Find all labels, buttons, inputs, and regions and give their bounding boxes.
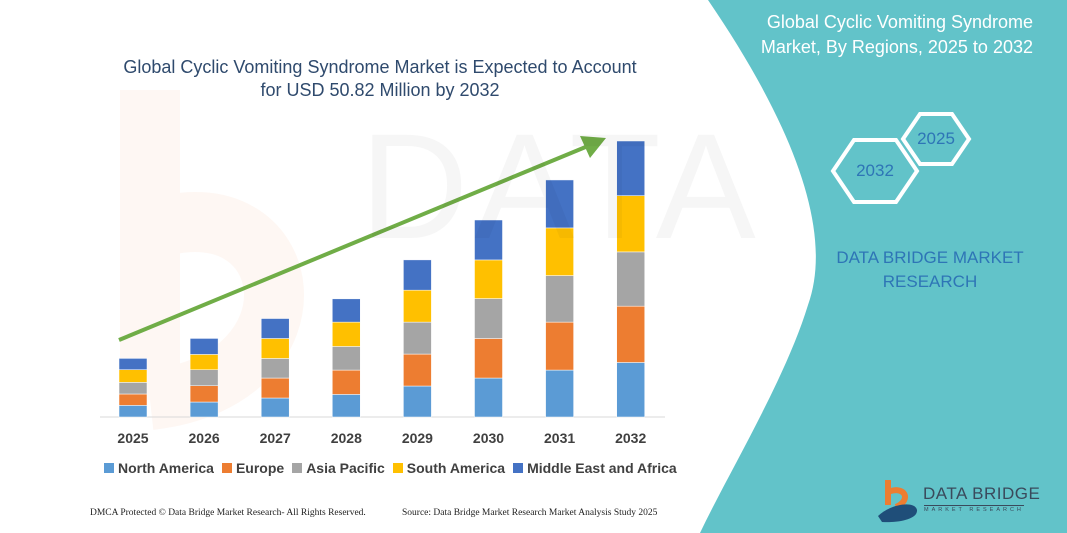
bar-segment-2032-europe [616, 305, 645, 363]
bar-segment-2025-europe [118, 393, 148, 406]
bar-segment-2031-asia-pacific [545, 275, 574, 323]
bar-segment-2026-middle-east-and-africa [189, 338, 219, 355]
legend-label: Europe [235, 460, 285, 476]
hexagon-2025 [900, 112, 972, 166]
legend: North America Europe Asia Pacific South Ame… [104, 460, 677, 476]
bar-segment-2032-south-america [616, 195, 645, 253]
side-title-line-1: Global Cyclic Vomiting Syndrome [766, 12, 1033, 32]
x-tick-label-2030: 2030 [472, 430, 505, 446]
x-tick-label-2031: 2031 [544, 430, 576, 446]
bar-segment-2025-north-america [118, 405, 148, 418]
hex-label-2032: 2032 [856, 161, 894, 180]
bar-segment-2027-europe [260, 377, 290, 399]
bar-segment-2028-north-america [332, 394, 361, 418]
bar-segment-2029-europe [403, 353, 432, 387]
bar-segment-2029-middle-east-and-africa [403, 259, 432, 291]
x-tick-label-2025: 2025 [117, 430, 149, 446]
bar-segment-2027-south-america [260, 338, 290, 359]
bar-segment-2028-europe [332, 369, 361, 395]
legend-swatch [221, 463, 232, 473]
bar-segment-2026-south-america [189, 354, 219, 370]
bar-segment-2028-asia-pacific [332, 346, 361, 371]
legend-swatch [513, 463, 524, 473]
bar-segment-2031-middle-east-and-africa [545, 179, 574, 229]
bar-segment-2030-north-america [474, 377, 503, 418]
hexagon-2032 [830, 138, 920, 204]
bar-segment-2031-north-america [545, 369, 574, 418]
legend-swatch [104, 463, 114, 473]
bar-segment-2029-north-america [403, 385, 432, 418]
x-tick-label-2028: 2028 [330, 430, 362, 446]
chart-title: Global Cyclic Vomiting Syndrome Market i… [100, 56, 660, 102]
side-title-line-2: Market, By Regions, 2025 to 2032 [760, 37, 1033, 57]
x-tick-label-2029: 2029 [401, 430, 433, 446]
title-line-1: Global Cyclic Vomiting Syndrome Market i… [123, 57, 637, 77]
logo-subtext: MARKET RESEARCH [924, 505, 1024, 513]
logo-text: DATA BRIDGE [923, 484, 1041, 503]
brand-text: DATA BRIDGE MARKET RESEARCH [830, 246, 1030, 294]
bar-segment-2028-south-america [332, 321, 361, 347]
bar-segment-2025-middle-east-and-africa [118, 358, 148, 370]
legend-label: Middle East and Africa [527, 460, 677, 476]
legend-item-asia-pacific: Asia Pacific [292, 460, 385, 476]
x-tick-label-2032: 2032 [615, 430, 647, 446]
bars-group [118, 140, 645, 418]
bar-segment-2030-south-america [474, 259, 503, 299]
legend-item-europe: Europe [221, 460, 285, 476]
brand-line-2: RESEARCH [882, 272, 978, 291]
logo-icon [878, 480, 918, 523]
legend-swatch [292, 463, 303, 473]
legend-item-north-america: North America [104, 460, 214, 476]
trend-arrow [118, 136, 606, 342]
bar-segment-2031-europe [545, 321, 574, 371]
hex-label-2025: 2025 [917, 129, 955, 148]
bar-segment-2029-south-america [403, 289, 432, 323]
legend-label: North America [118, 460, 214, 476]
legend-item-south-america: South America [392, 460, 506, 476]
side-panel [700, 0, 1067, 533]
title-line-2: for USD 50.82 Million by 2032 [260, 80, 500, 100]
bar-segment-2026-asia-pacific [189, 369, 219, 386]
bar-segment-2026-north-america [189, 401, 219, 418]
footer-source: Source: Data Bridge Market Research Mark… [402, 508, 658, 518]
footer-copyright: DMCA Protected © Data Bridge Market Rese… [90, 508, 366, 518]
bar-segment-2030-europe [474, 338, 503, 379]
legend-label: Asia Pacific [306, 460, 385, 476]
bar-segment-2025-asia-pacific [118, 382, 148, 395]
bar-segment-2027-asia-pacific [260, 358, 290, 379]
x-tick-label-2026: 2026 [188, 430, 220, 446]
bar-segment-2026-europe [189, 385, 219, 403]
bar-segment-2030-middle-east-and-africa [474, 219, 503, 261]
legend-item-middle-east-and-africa: Middle East and Africa [513, 460, 677, 476]
bar-segment-2027-north-america [260, 397, 290, 418]
bar-segment-2032-asia-pacific [616, 251, 645, 307]
bar-segment-2032-middle-east-and-africa [616, 140, 645, 196]
bar-segment-2030-asia-pacific [474, 298, 503, 339]
legend-label: South America [406, 460, 506, 476]
bar-segment-2029-asia-pacific [403, 321, 432, 355]
bar-segment-2031-south-america [545, 227, 574, 276]
bar-segment-2025-south-america [118, 369, 148, 383]
brand-line-1: DATA BRIDGE MARKET [836, 248, 1024, 267]
bar-segment-2027-middle-east-and-africa [260, 318, 290, 339]
side-panel-title: Global Cyclic Vomiting Syndrome Market, … [713, 10, 1033, 60]
bar-segment-2028-middle-east-and-africa [332, 298, 361, 323]
x-tick-label-2027: 2027 [259, 430, 291, 446]
legend-swatch [392, 463, 403, 473]
watermark-text: DATA [360, 100, 762, 273]
bar-segment-2032-north-america [616, 362, 645, 418]
